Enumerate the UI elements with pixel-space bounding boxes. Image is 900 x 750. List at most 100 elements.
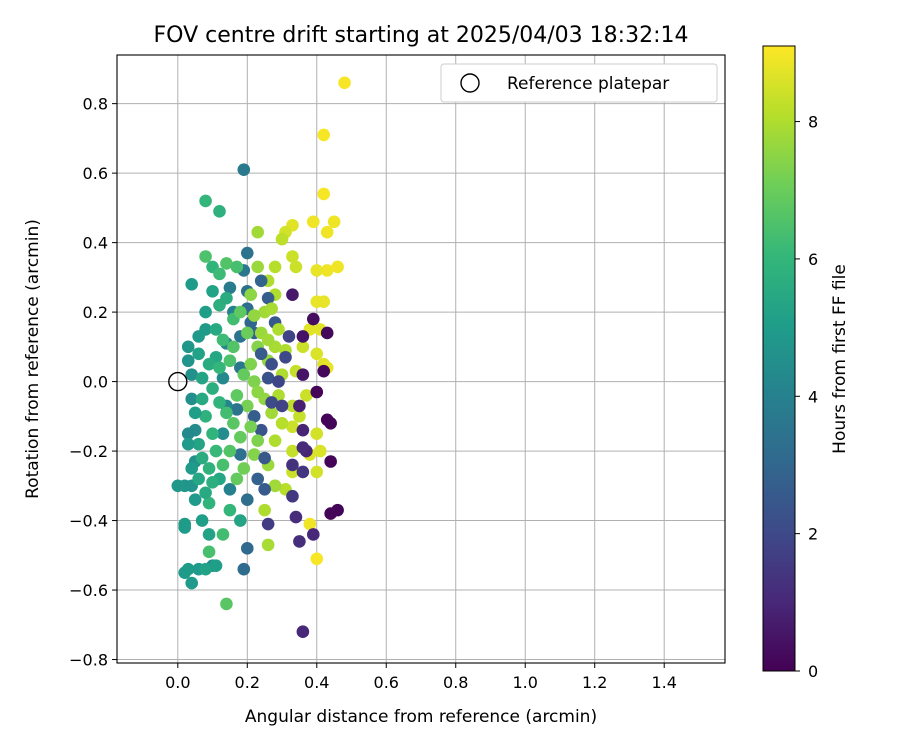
colorbar-tick-label: 2	[808, 525, 818, 544]
colorbar-tick-label: 4	[808, 387, 818, 406]
data-point	[213, 361, 226, 374]
data-point	[220, 257, 233, 270]
data-point	[213, 205, 226, 218]
data-point	[254, 347, 268, 361]
data-point	[223, 354, 237, 368]
y-axis-label: Rotation from reference (arcmin)	[23, 219, 43, 499]
data-point	[220, 597, 233, 611]
data-point	[258, 482, 271, 496]
data-point	[240, 493, 254, 507]
data-point	[244, 288, 258, 302]
data-point	[216, 528, 230, 541]
data-point	[293, 399, 306, 413]
data-point	[240, 542, 254, 555]
data-point	[244, 420, 258, 434]
data-point	[310, 347, 324, 361]
colorbar-ticks: 0 2 4 6 8	[795, 113, 818, 681]
data-point	[247, 375, 261, 388]
data-point	[234, 305, 247, 319]
data-point	[268, 434, 282, 447]
data-point	[213, 267, 226, 281]
data-point	[195, 514, 209, 527]
data-point	[234, 514, 247, 527]
data-point	[324, 507, 337, 520]
data-point	[185, 278, 198, 291]
x-tick-label: 1.2	[582, 673, 607, 692]
data-point	[310, 427, 324, 440]
data-point	[327, 215, 341, 229]
data-point	[317, 364, 331, 378]
data-point	[209, 559, 223, 573]
reference-point	[168, 371, 188, 392]
data-point	[296, 625, 310, 639]
data-point	[234, 448, 247, 461]
data-point	[306, 312, 320, 326]
colorbar-tick-label: 0	[808, 662, 818, 681]
y-tick-label: −0.8	[69, 651, 108, 670]
data-point	[223, 281, 237, 295]
data-point	[206, 284, 219, 298]
data-point	[261, 371, 275, 385]
data-point	[324, 416, 337, 430]
data-point	[192, 347, 205, 361]
x-tick-label: 0.8	[443, 673, 468, 692]
data-point	[338, 76, 351, 90]
data-point	[237, 368, 251, 381]
data-point	[227, 340, 240, 354]
data-point	[286, 489, 299, 503]
data-point	[240, 246, 254, 260]
data-points	[171, 76, 351, 639]
data-point	[251, 225, 265, 239]
data-point	[275, 416, 289, 430]
data-point	[192, 437, 205, 451]
data-point	[258, 503, 271, 517]
data-point	[289, 260, 303, 274]
reference-marker	[168, 371, 188, 392]
data-point	[313, 444, 327, 458]
data-point	[282, 330, 296, 343]
data-point	[185, 462, 198, 475]
colorbar	[762, 45, 796, 672]
data-point	[251, 385, 265, 399]
data-point	[181, 340, 195, 354]
colorbar-tick-label: 8	[808, 113, 818, 132]
data-point	[216, 371, 230, 385]
data-point	[272, 323, 285, 336]
data-point	[230, 389, 244, 402]
data-point	[199, 323, 212, 336]
data-point	[296, 330, 310, 343]
data-point	[230, 260, 244, 274]
data-point	[286, 458, 299, 472]
y-tick-label: −0.2	[69, 442, 108, 461]
data-point	[286, 420, 299, 434]
data-point	[296, 441, 310, 454]
data-point	[275, 232, 289, 246]
data-point	[202, 496, 216, 510]
data-point	[261, 517, 275, 531]
data-point	[251, 260, 265, 274]
data-point	[300, 389, 313, 402]
data-point	[216, 333, 230, 347]
data-point	[195, 392, 209, 406]
data-point	[206, 476, 219, 489]
x-tick-label: 1.0	[513, 673, 538, 692]
data-point	[223, 503, 237, 517]
data-point	[265, 406, 278, 420]
data-point	[178, 517, 192, 531]
data-point	[185, 368, 198, 381]
data-point	[181, 354, 195, 368]
data-point	[247, 309, 261, 322]
data-point	[275, 399, 289, 413]
x-axis-label: Angular distance from reference (arcmin)	[245, 707, 597, 727]
data-point	[192, 472, 205, 486]
data-point	[310, 465, 324, 479]
data-point	[310, 385, 324, 399]
data-point	[220, 291, 233, 305]
y-axis-ticks: −0.8 −0.6 −0.4 −0.2 0.0 0.2 0.4 0.6 0.8	[69, 95, 117, 670]
plot-frame	[116, 54, 726, 664]
data-point	[310, 552, 324, 566]
legend-label: Reference platepar	[507, 74, 669, 94]
data-point	[199, 194, 212, 208]
data-point	[293, 410, 306, 423]
